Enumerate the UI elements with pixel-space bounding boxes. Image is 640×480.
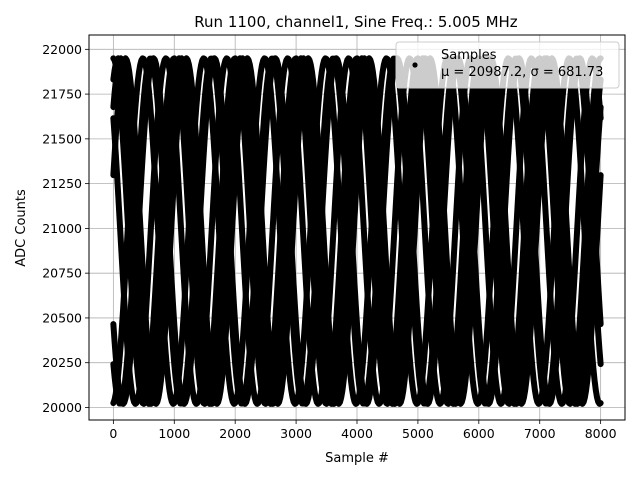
legend-marker	[412, 62, 418, 68]
y-axis-label: ADC Counts	[14, 189, 29, 267]
y-tick-label: 21250	[42, 176, 82, 191]
legend-box	[395, 41, 620, 89]
legend: Samples μ = 20987.2, σ = 681.73	[395, 41, 620, 89]
series-trace-8	[110, 55, 604, 407]
y-tick-label: 20000	[42, 400, 82, 415]
x-tick-label: 8000	[585, 426, 617, 441]
y-tick-label: 22000	[42, 42, 82, 57]
x-tick-label: 4000	[341, 426, 373, 441]
x-tick-label: 0	[109, 426, 117, 441]
series-trace-7	[110, 55, 604, 407]
series-trace-5	[110, 55, 604, 407]
x-tick-label: 2000	[219, 426, 251, 441]
y-tick-label: 20500	[42, 310, 82, 325]
x-axis: 0 1000 2000 3000 4000 5000 6000 7000 8000	[109, 420, 617, 441]
y-axis: 20000 20250 20500 20750 21000 21250 21500 21750…	[42, 42, 89, 415]
y-tick-label: 21500	[42, 131, 82, 146]
legend-title: Samples	[441, 48, 497, 63]
y-tick-label: 21000	[42, 221, 82, 236]
x-tick-label: 7000	[524, 426, 556, 441]
x-tick-label: 5000	[402, 426, 434, 441]
y-tick-label: 21750	[42, 87, 82, 102]
y-tick-label: 20250	[42, 355, 82, 370]
y-tick-label: 20750	[42, 266, 82, 281]
x-tick-label: 6000	[463, 426, 495, 441]
chart-title: Run 1100, channel1, Sine Freq.: 5.005 MH…	[194, 13, 518, 31]
x-tick-label: 1000	[158, 426, 190, 441]
x-tick-label: 3000	[280, 426, 312, 441]
x-axis-label: Sample #	[325, 451, 389, 466]
legend-stats: μ = 20987.2, σ = 681.73	[441, 65, 603, 80]
